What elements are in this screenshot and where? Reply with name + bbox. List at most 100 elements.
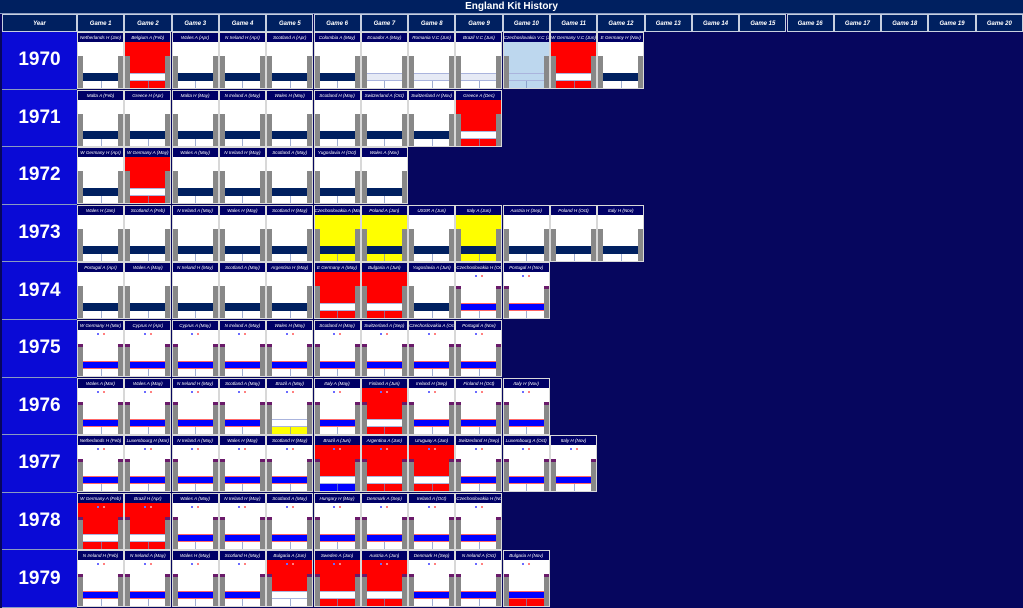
kit-cell[interactable]: Italy H (Nov) xyxy=(502,377,550,435)
kit-cell[interactable]: Finland H (Oct) xyxy=(455,377,503,435)
kit-cell[interactable]: Ecuador A (May) xyxy=(360,32,408,89)
kit-cell[interactable]: Yugoslavia A (Jun) xyxy=(408,262,456,320)
kit-cell[interactable]: Bulgaria A (Jun) xyxy=(360,262,408,320)
kit-cell[interactable]: N Ireland H (May) xyxy=(218,147,266,205)
kit-cell[interactable]: Austria H (Sep) xyxy=(502,204,550,262)
kit-cell[interactable]: Wales H (Jan) xyxy=(77,204,124,262)
kit-cell[interactable]: Italy H (Nov) xyxy=(550,435,597,493)
kit-cell[interactable]: Malta A (Feb) xyxy=(77,89,124,147)
kit-cell[interactable]: Cyprus H (Apr) xyxy=(124,320,172,377)
kit-cell[interactable]: Brazil A (May) xyxy=(266,377,314,435)
kit-cell[interactable]: Scotland A (May) xyxy=(218,377,266,435)
kit-cell[interactable]: Scotland H (May) xyxy=(266,435,314,493)
kit-cell[interactable]: W Germany V.C (Jun) xyxy=(550,32,597,89)
kit-cell[interactable]: Romania V.C (Jun) xyxy=(408,32,456,89)
kit-cell[interactable]: N Ireland H (May) xyxy=(218,492,266,550)
kit-cell[interactable]: Argentina A (Jun) xyxy=(360,435,408,493)
kit-cell[interactable]: Switzerland A (Sep) xyxy=(360,320,408,377)
kit-cell[interactable]: Netherlands H (Jan) xyxy=(77,32,124,89)
kit-cell[interactable]: Scotland A (May) xyxy=(266,492,314,550)
kit-cell[interactable]: Brazil V.C (Jun) xyxy=(455,32,503,89)
kit-cell[interactable]: Luxembourg H (Mar) xyxy=(124,435,172,493)
kit-cell[interactable]: Belgium A (Feb) xyxy=(124,32,172,89)
kit-cell[interactable]: Czechoslovakia V.C (Jun) xyxy=(502,32,550,89)
kit-cell[interactable]: Scotland A (Apr) xyxy=(266,32,314,89)
kit-cell[interactable]: Luxembourg A (Oct) xyxy=(502,435,550,493)
kit-cell[interactable]: Bulgaria A (Jun) xyxy=(266,550,314,608)
kit-cell[interactable]: Scotland H (May) xyxy=(313,320,361,377)
kit-cell[interactable]: Wales A (May) xyxy=(124,262,172,320)
kit-cell[interactable]: Wales A (May) xyxy=(171,492,219,550)
kit-cell[interactable]: Greece A (Dec) xyxy=(455,89,503,147)
kit-cell[interactable]: N Ireland A (Oct) xyxy=(455,550,503,608)
kit-cell[interactable]: E Germany H (Nov) xyxy=(597,32,645,89)
kit-cell[interactable]: Czechoslovakia A (May) xyxy=(313,204,361,262)
kit-cell[interactable]: Greece H (Apr) xyxy=(124,89,172,147)
kit-cell[interactable]: Scotland A (May) xyxy=(266,147,314,205)
kit-cell[interactable]: Italy A (Jun) xyxy=(455,204,503,262)
kit-cell[interactable]: N Ireland H (Feb) xyxy=(77,550,124,608)
kit-cell[interactable]: N Ireland A (May) xyxy=(124,550,172,608)
kit-cell[interactable]: Wales H (May) xyxy=(266,89,314,147)
kit-cell[interactable]: Portugal H (Nov) xyxy=(502,262,550,320)
kit-cell[interactable]: Italy H (Nov) xyxy=(597,204,645,262)
kit-cell[interactable]: N Ireland A (May) xyxy=(218,320,266,377)
kit-cell[interactable]: W Germany H (Apr) xyxy=(77,147,124,205)
kit-cell[interactable]: Wales A (Apr) xyxy=(171,32,219,89)
kit-cell[interactable]: Wales H (May) xyxy=(218,435,266,493)
kit-cell[interactable]: Uruguay A (Jun) xyxy=(408,435,456,493)
kit-cell[interactable]: Brazil A (Jun) xyxy=(313,435,361,493)
kit-cell[interactable]: W Germany H (Mar) xyxy=(77,320,124,377)
kit-cell[interactable]: Austria A (Jun) xyxy=(360,550,408,608)
kit-cell[interactable]: Sweden A (Jun) xyxy=(313,550,361,608)
kit-cell[interactable]: Czechoslovakia H (Oct) xyxy=(455,262,503,320)
kit-cell[interactable]: Wales A (May) xyxy=(171,147,219,205)
kit-cell[interactable]: Wales H (May) xyxy=(171,550,219,608)
kit-cell[interactable]: Brazil H (Apr) xyxy=(124,492,172,550)
kit-cell[interactable]: Portugal A (Apr) xyxy=(77,262,124,320)
kit-cell[interactable]: Wales A (May) xyxy=(124,377,172,435)
kit-cell[interactable]: USSR A (Jun) xyxy=(408,204,456,262)
kit-cell[interactable]: Scotland H (May) xyxy=(218,550,266,608)
kit-cell[interactable]: Wales H (May) xyxy=(218,204,266,262)
kit-cell[interactable]: Scotland A (Feb) xyxy=(124,204,172,262)
kit-shorts xyxy=(361,533,407,542)
kit-cell[interactable]: Yugoslavia H (Oct) xyxy=(313,147,361,205)
kit-cell[interactable]: N Ireland H (May) xyxy=(171,262,219,320)
kit-cell[interactable]: Ireland H (Sep) xyxy=(408,377,456,435)
kit-cell[interactable]: Wales H (May) xyxy=(266,320,314,377)
kit-cell[interactable]: Hungary H (May) xyxy=(313,492,361,550)
kit-cell[interactable]: E Germany A (May) xyxy=(313,262,361,320)
kit-cell[interactable]: Cyprus A (May) xyxy=(171,320,219,377)
kit-cell[interactable]: N Ireland H (Apr) xyxy=(218,32,266,89)
kit-cell[interactable]: N Ireland H (May) xyxy=(171,377,219,435)
kit-cell[interactable]: Wales A (Mar) xyxy=(77,377,124,435)
kit-cell[interactable]: Finland A (Jun) xyxy=(360,377,408,435)
kit-cell[interactable]: Argentina H (May) xyxy=(266,262,314,320)
kit-cell[interactable]: Switzerland H (Nov) xyxy=(408,89,456,147)
kit-cell[interactable]: Czechoslovakia H (Nov) xyxy=(455,492,503,550)
kit-cell[interactable]: Portugal A (Nov) xyxy=(455,320,503,377)
kit-cell[interactable]: Ireland A (Oct) xyxy=(408,492,456,550)
kit-cell[interactable]: Denmark A (Sep) xyxy=(360,492,408,550)
kit-cell[interactable]: Switzerland H (Sep) xyxy=(455,435,503,493)
kit-cell[interactable]: Scotland A (May) xyxy=(218,262,266,320)
kit-cell[interactable]: Italy A (May) xyxy=(313,377,361,435)
kit-cell[interactable]: Switzerland A (Oct) xyxy=(360,89,408,147)
kit-cell[interactable]: Poland H (Oct) xyxy=(550,204,597,262)
kit-cell[interactable]: W Germany A (May) xyxy=(124,147,172,205)
kit-cell[interactable]: Scotland H (May) xyxy=(313,89,361,147)
kit-cell[interactable]: N Ireland A (May) xyxy=(218,89,266,147)
kit-cell[interactable]: Poland A (Jun) xyxy=(360,204,408,262)
kit-cell[interactable]: Malta H (May) xyxy=(171,89,219,147)
kit-cell[interactable]: N Ireland A (May) xyxy=(171,435,219,493)
kit-cell[interactable]: Colombia A (May) xyxy=(313,32,361,89)
kit-cell[interactable]: W Germany A (Feb) xyxy=(77,492,124,550)
kit-cell[interactable]: Netherlands H (Feb) xyxy=(77,435,124,493)
kit-cell[interactable]: Bulgaria H (Nov) xyxy=(502,550,550,608)
kit-cell[interactable]: Czechoslovakia A (Oct) xyxy=(408,320,456,377)
kit-cell[interactable]: Scotland H (May) xyxy=(266,204,314,262)
kit-cell[interactable]: Denmark H (Sep) xyxy=(408,550,456,608)
kit-cell[interactable]: N Ireland A (May) xyxy=(171,204,219,262)
kit-cell[interactable]: Wales A (Nov) xyxy=(360,147,408,205)
